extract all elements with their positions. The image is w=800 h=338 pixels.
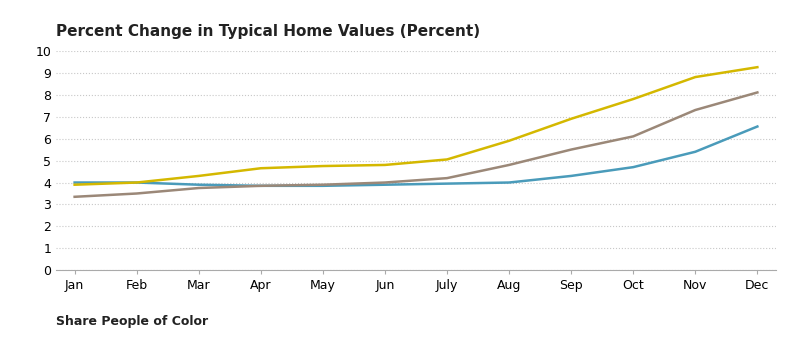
Line: 0-9 Percent: 0-9 Percent xyxy=(74,126,758,186)
10-49 Percent xyxy=(70,195,79,199)
0-9 Percent xyxy=(504,180,514,185)
0-9 Percent xyxy=(132,180,142,185)
0-9 Percent xyxy=(566,174,576,178)
10-49 Percent xyxy=(380,180,390,185)
0-9 Percent xyxy=(690,150,700,154)
10-49 Percent xyxy=(194,186,203,190)
10-49 Percent xyxy=(753,90,762,94)
Text: Share People of Color: Share People of Color xyxy=(56,315,208,328)
10-49 Percent xyxy=(318,183,328,187)
0-9 Percent xyxy=(380,183,390,187)
10-49 Percent xyxy=(256,184,266,188)
0-9 Percent xyxy=(70,180,79,185)
50 Percent and Over xyxy=(194,174,203,178)
50 Percent and Over xyxy=(504,139,514,143)
0-9 Percent xyxy=(442,182,452,186)
10-49 Percent xyxy=(442,176,452,180)
0-9 Percent xyxy=(194,183,203,187)
50 Percent and Over xyxy=(318,164,328,168)
Line: 10-49 Percent: 10-49 Percent xyxy=(74,92,758,197)
10-49 Percent xyxy=(504,163,514,167)
10-49 Percent xyxy=(566,147,576,151)
10-49 Percent xyxy=(690,108,700,112)
50 Percent and Over xyxy=(380,163,390,167)
0-9 Percent xyxy=(629,165,638,169)
10-49 Percent xyxy=(132,191,142,195)
10-49 Percent xyxy=(629,134,638,139)
Line: 50 Percent and Over: 50 Percent and Over xyxy=(74,67,758,185)
0-9 Percent xyxy=(318,184,328,188)
50 Percent and Over xyxy=(442,158,452,162)
50 Percent and Over xyxy=(753,65,762,69)
0-9 Percent xyxy=(753,124,762,128)
50 Percent and Over xyxy=(566,117,576,121)
Text: Percent Change in Typical Home Values (Percent): Percent Change in Typical Home Values (P… xyxy=(56,24,480,39)
50 Percent and Over xyxy=(690,75,700,79)
0-9 Percent xyxy=(256,184,266,188)
50 Percent and Over xyxy=(70,183,79,187)
50 Percent and Over xyxy=(629,97,638,101)
50 Percent and Over xyxy=(132,180,142,185)
50 Percent and Over xyxy=(256,166,266,170)
